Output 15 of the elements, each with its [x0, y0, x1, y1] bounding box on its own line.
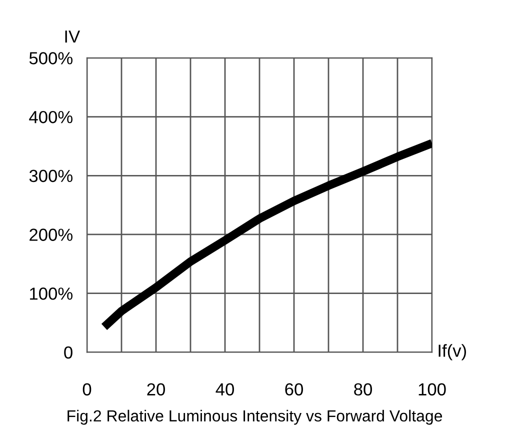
- y-axis-title: IV: [65, 30, 80, 43]
- x-tick-label: 0: [82, 383, 92, 396]
- x-tick-label: 20: [147, 383, 165, 396]
- x-tick-label: 60: [285, 383, 303, 396]
- x-tick-label: 40: [216, 383, 234, 396]
- y-tick-label: 400%: [29, 110, 72, 124]
- x-axis-title: If(v): [438, 344, 466, 360]
- y-tick-label: 0: [64, 346, 72, 359]
- y-tick-label: 500%: [29, 52, 72, 64]
- text: Fig.2 Relative Luminous Intensity vs Forward Voltage: [68, 410, 442, 425]
- y-tick-label: 300%: [29, 170, 72, 182]
- x-tick-label: 80: [354, 383, 372, 396]
- y-tick-label: 200%: [30, 228, 72, 241]
- y-tick-label: 100%: [30, 288, 72, 300]
- x-tick-label: 100: [418, 383, 446, 396]
